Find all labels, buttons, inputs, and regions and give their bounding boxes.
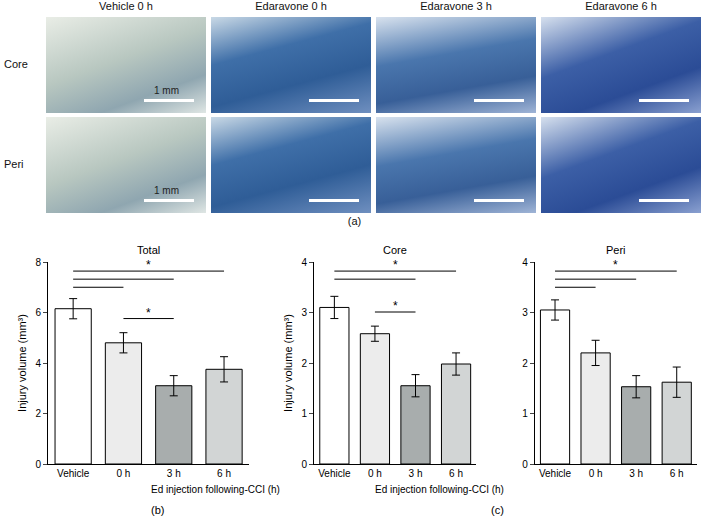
svg-text:Core: Core (383, 244, 407, 256)
svg-text:4: 4 (35, 358, 41, 369)
svg-text:1: 1 (302, 408, 308, 419)
html-text:Edaravone 0 h: Edaravone 0 h (255, 0, 327, 12)
svg-text:2: 2 (522, 358, 528, 369)
svg-text:2: 2 (302, 358, 308, 369)
html-text:Edaravone 6 h: Edaravone 6 h (585, 0, 657, 12)
svg-text:(c): (c) (491, 504, 504, 516)
svg-text:*: * (146, 306, 151, 320)
svg-text:0 h: 0 h (589, 468, 603, 479)
html-text:Vehicle 0 h: Vehicle 0 h (99, 0, 153, 12)
svg-text:3 h: 3 h (167, 468, 181, 479)
svg-text:0 h: 0 h (368, 468, 382, 479)
svg-text:0: 0 (302, 459, 308, 470)
svg-text:3 h: 3 h (629, 468, 643, 479)
svg-text:Ed injection following-CCI (h): Ed injection following-CCI (h) (375, 484, 504, 495)
svg-text:8: 8 (35, 257, 41, 268)
svg-text:3: 3 (302, 307, 308, 318)
svg-text:Total: Total (137, 244, 160, 256)
svg-text:1: 1 (522, 408, 528, 419)
svg-text:4: 4 (302, 257, 308, 268)
html-text:1 mm: 1 mm (154, 85, 179, 96)
svg-text:*: * (613, 258, 618, 272)
svg-text:Vehicle: Vehicle (318, 468, 351, 479)
svg-text:Vehicle: Vehicle (57, 468, 90, 479)
html-text:1 mm: 1 mm (154, 185, 179, 196)
svg-text:0 h: 0 h (116, 468, 130, 479)
svg-text:2: 2 (35, 408, 41, 419)
svg-text:Peri: Peri (606, 244, 626, 256)
svg-text:3: 3 (522, 307, 528, 318)
svg-text:4: 4 (522, 257, 528, 268)
svg-text:6 h: 6 h (670, 468, 684, 479)
svg-text:6 h: 6 h (217, 468, 231, 479)
svg-text:(b): (b) (151, 504, 164, 516)
svg-text:Ed injection following-CCI (h): Ed injection following-CCI (h) (151, 484, 280, 495)
svg-text:6 h: 6 h (449, 468, 463, 479)
html-text:Edaravone 3 h: Edaravone 3 h (420, 0, 492, 12)
html-text:Peri: Peri (4, 158, 24, 170)
svg-text:Injury volume (mm³): Injury volume (mm³) (282, 314, 294, 412)
svg-text:6: 6 (35, 307, 41, 318)
svg-text:*: * (393, 258, 398, 272)
svg-text:0: 0 (522, 459, 528, 470)
svg-text:3 h: 3 h (409, 468, 423, 479)
svg-text:0: 0 (35, 459, 41, 470)
svg-text:*: * (146, 258, 151, 272)
svg-text:*: * (393, 299, 398, 313)
html-text:Core: Core (4, 58, 28, 70)
svg-text:Vehicle: Vehicle (539, 468, 572, 479)
svg-text:Injury volume (mm³): Injury volume (mm³) (16, 314, 28, 412)
html-text:(a): (a) (347, 215, 362, 227)
